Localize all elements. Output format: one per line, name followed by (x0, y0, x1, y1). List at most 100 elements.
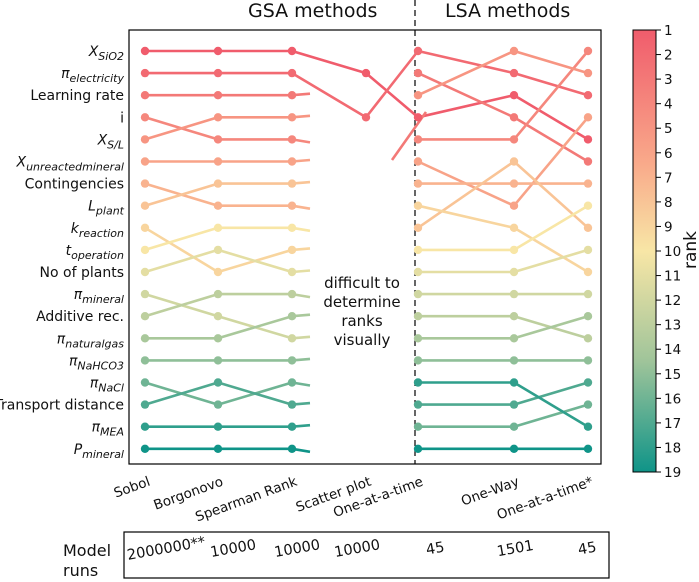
plot-frame (128, 29, 602, 465)
rank-point (140, 422, 150, 431)
rank-point (509, 378, 519, 387)
rank-point (140, 223, 150, 232)
lsa-line-13 (416, 314, 589, 340)
gsa-line-15 (145, 357, 311, 362)
colorbar-tick-label: 4 (664, 97, 673, 113)
gsa-line-18 (145, 423, 311, 429)
gsa-line-3 (145, 92, 311, 97)
rank-point (287, 91, 297, 100)
rank-point (213, 312, 223, 321)
rank-points (140, 46, 593, 453)
colorbar-tick-label: 7 (664, 170, 673, 186)
rank-point (140, 179, 150, 188)
colorbar-tick-label: 12 (664, 293, 681, 309)
colorbar-tick-label: 8 (664, 195, 673, 211)
model-runs-label-1: Model (63, 541, 111, 560)
rank-point (413, 245, 423, 255)
rank-point (140, 157, 150, 166)
rank-point (509, 91, 519, 100)
rank-point (140, 201, 150, 210)
rank-point (213, 245, 223, 255)
rank-point (213, 422, 223, 431)
rank-point (583, 68, 593, 78)
model-runs-value: 2000000** (126, 534, 207, 563)
rank-point (287, 334, 297, 343)
rank-point (213, 157, 223, 166)
rank-point (583, 91, 593, 100)
colorbar-tick-label: 1 (664, 23, 673, 39)
rank-point (413, 223, 423, 232)
rank-point (583, 113, 593, 122)
model-runs-value: 1501 (496, 538, 535, 560)
colorbar-tick-label: 3 (664, 72, 673, 88)
rank-point (213, 201, 223, 210)
parameter-label-17: Transport distance (0, 398, 124, 414)
rank-point (140, 444, 150, 453)
rank-point (583, 267, 593, 277)
rank-point (413, 179, 423, 188)
rank-point (413, 91, 423, 100)
parameter-label-7: Contingencies (25, 177, 124, 193)
rank-point (509, 245, 519, 255)
rank-point (213, 400, 223, 409)
lsa-line-1 (417, 93, 589, 141)
colorbar-tick-label: 11 (664, 269, 681, 285)
rank-point (213, 223, 223, 232)
rank-point (213, 68, 223, 78)
gsa-line-5 (144, 114, 311, 141)
rank-point (287, 444, 297, 453)
rank-point (583, 334, 593, 343)
rank-point (361, 113, 371, 122)
gsa-line-13 (144, 292, 311, 318)
rank-point (287, 135, 297, 144)
rank-point (140, 46, 150, 56)
model-runs-value: 45 (425, 540, 446, 559)
rank-point (213, 91, 223, 100)
parameter-label-1: XSiO2 (88, 44, 124, 63)
parameter-label-11: No of plants (40, 265, 124, 281)
rank-point (509, 201, 519, 210)
parameter-label-2: πelectricity (61, 66, 124, 85)
parameter-label-8: Lplant (88, 199, 125, 218)
rank-point (509, 113, 519, 122)
rank-point (140, 400, 150, 409)
gsa-line-17 (144, 381, 311, 406)
lsa-line-6 (415, 116, 589, 207)
rank-point (413, 68, 423, 78)
method-label: Sobol (112, 474, 153, 502)
rank-point (583, 223, 593, 232)
rank-point (140, 135, 150, 144)
rank-point (213, 378, 223, 387)
rank-point (413, 289, 423, 299)
rank-point (583, 422, 593, 431)
rank-point (413, 356, 423, 365)
parameter-label-14: πnaturalgas (57, 331, 124, 350)
lsa-line-17 (416, 381, 589, 408)
rank-point (287, 223, 297, 232)
rank-point (509, 68, 519, 78)
model-runs-value: 45 (577, 540, 598, 559)
rank-point (213, 289, 223, 299)
rank-point (140, 113, 150, 122)
colorbar-tick-label: 13 (664, 318, 681, 334)
rank-point (287, 422, 297, 431)
rank-point (287, 312, 297, 321)
colorbar-tick-label: 16 (664, 391, 681, 407)
lsa-line-16 (415, 403, 589, 429)
rank-point (583, 312, 593, 321)
gsa-line-1 (145, 49, 419, 119)
rank-point (213, 356, 223, 365)
annotation-line-1: difficult to (324, 274, 400, 292)
rank-point (213, 444, 223, 453)
rank-point (213, 46, 223, 56)
rank-point (583, 289, 593, 299)
gsa-line-6 (145, 158, 311, 163)
rank-point (140, 267, 150, 277)
colorbar-tick-label: 18 (664, 440, 681, 456)
rank-point (413, 334, 423, 343)
gsa-line-10 (144, 226, 311, 252)
colorbar-tick-label: 2 (664, 48, 673, 64)
rank-point (413, 201, 423, 210)
rank-point (509, 356, 519, 365)
rank-point (583, 444, 593, 453)
